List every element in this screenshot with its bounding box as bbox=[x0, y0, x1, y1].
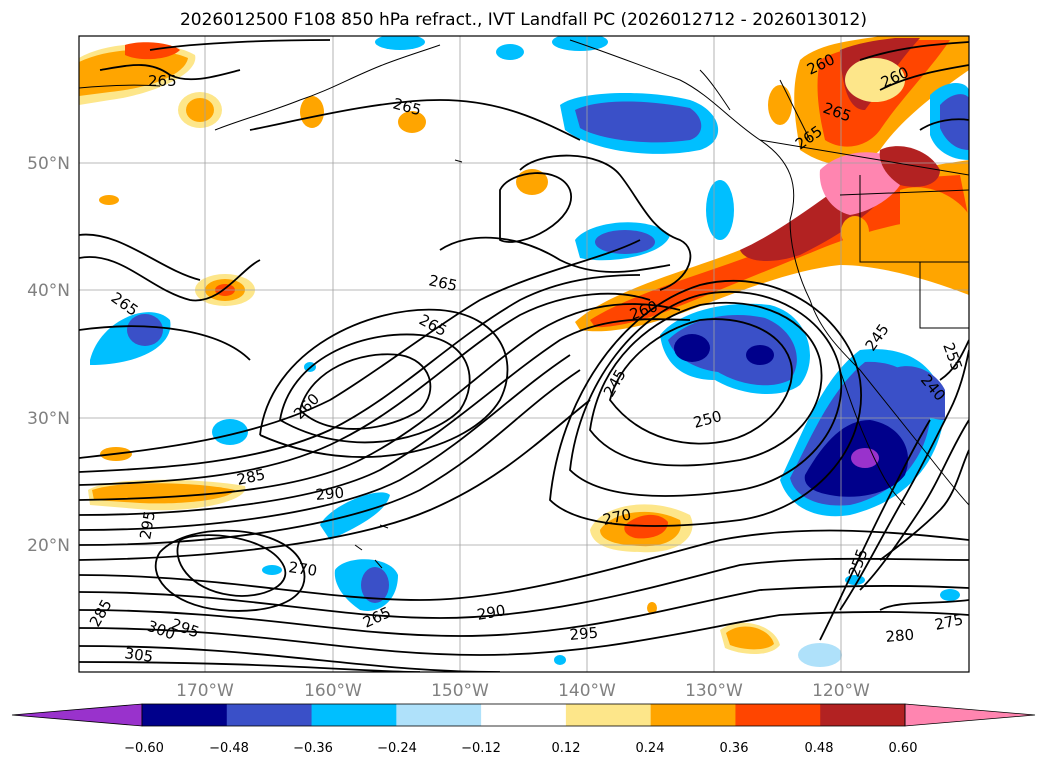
contour-label: 295 bbox=[569, 624, 599, 644]
colorbar-tick: −0.24 bbox=[377, 741, 417, 756]
contour-label: 270 bbox=[601, 505, 633, 529]
lon-label: 140°W bbox=[558, 681, 616, 701]
colorbar-tick-labels: −0.60 −0.48 −0.36 −0.24 −0.12 0.12 0.24 … bbox=[124, 741, 917, 756]
contour-label: 265 bbox=[391, 94, 423, 119]
map-frame bbox=[78, 35, 970, 673]
colorbar-tick: 0.48 bbox=[805, 741, 834, 756]
lon-label: 120°W bbox=[812, 681, 870, 701]
lat-label: 40°N bbox=[27, 281, 70, 301]
lon-label: 160°W bbox=[304, 681, 362, 701]
longitude-labels: 170°W 160°W 150°W 140°W 130°W 120°W bbox=[176, 681, 870, 701]
colorbar-tick: 0.12 bbox=[552, 741, 581, 756]
contour-label: 245 bbox=[862, 321, 893, 355]
contour-label: 290 bbox=[476, 601, 507, 624]
contour-label: 275 bbox=[933, 610, 965, 634]
colorbar-tick: 0.60 bbox=[889, 741, 918, 756]
contour-label: 255 bbox=[845, 546, 872, 579]
colorbar-segment bbox=[311, 704, 397, 726]
contour-label: 295 bbox=[136, 509, 159, 540]
colorbar-tick: −0.48 bbox=[209, 741, 249, 756]
colorbar-tick: −0.12 bbox=[461, 741, 501, 756]
colorbar-segment bbox=[735, 704, 821, 726]
colorbar-extend-low bbox=[11, 703, 143, 727]
colorbar-segment bbox=[650, 704, 736, 726]
lon-label: 130°W bbox=[685, 681, 743, 701]
lat-label: 20°N bbox=[27, 536, 70, 556]
lon-label: 150°W bbox=[431, 681, 489, 701]
contour-label: 280 bbox=[885, 626, 915, 646]
coastlines bbox=[79, 39, 969, 569]
latitude-labels: 50°N 40°N 30°N 20°N bbox=[27, 154, 70, 556]
contour-label: 265 bbox=[427, 271, 459, 295]
colorbar-segment bbox=[820, 704, 906, 726]
colorbar-frame bbox=[141, 703, 906, 727]
colorbar-segment bbox=[396, 704, 482, 726]
colorbar bbox=[11, 703, 1036, 727]
colorbar-tick: −0.60 bbox=[124, 741, 164, 756]
contour-label: 255 bbox=[939, 340, 966, 373]
colorbar-tick: −0.36 bbox=[293, 741, 333, 756]
colorbar-segment bbox=[481, 704, 567, 726]
contour-label: 285 bbox=[235, 465, 267, 489]
lat-label: 30°N bbox=[27, 409, 70, 429]
colorbar-segment bbox=[226, 704, 313, 726]
colorbar-segment bbox=[565, 704, 652, 726]
graticule bbox=[79, 36, 969, 672]
contour-lines bbox=[79, 39, 969, 672]
colorbar-tick: 0.24 bbox=[636, 741, 665, 756]
contour-label: 290 bbox=[315, 484, 345, 504]
colorbar-segment bbox=[142, 704, 228, 726]
colorbar-tick: 0.36 bbox=[720, 741, 749, 756]
shading-layer bbox=[79, 36, 969, 667]
contour-label: 265 bbox=[148, 72, 177, 90]
colorbar-extend-high bbox=[904, 703, 1036, 727]
map-title: 2026012500 F108 850 hPa refract., IVT La… bbox=[179, 10, 867, 30]
lon-label: 170°W bbox=[176, 681, 234, 701]
contour-label: 285 bbox=[86, 596, 116, 630]
contour-label: 250 bbox=[691, 407, 723, 432]
contour-label: 305 bbox=[123, 644, 154, 666]
lat-label: 50°N bbox=[27, 154, 70, 174]
contour-label: 270 bbox=[287, 558, 318, 580]
